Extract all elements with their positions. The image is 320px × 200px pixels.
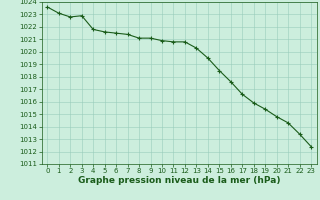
X-axis label: Graphe pression niveau de la mer (hPa): Graphe pression niveau de la mer (hPa) (78, 176, 280, 185)
